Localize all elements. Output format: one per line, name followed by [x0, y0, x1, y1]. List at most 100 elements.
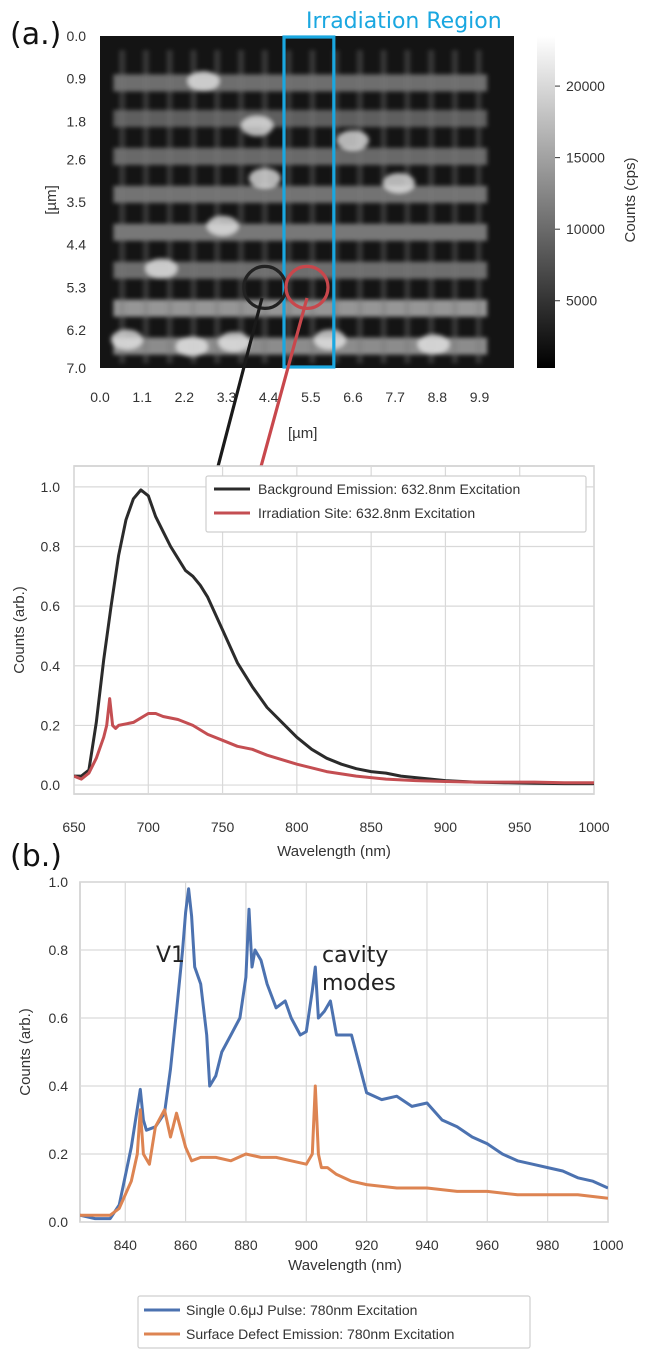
heatmap-row: [113, 261, 488, 279]
heatmap-x-tick: 6.6: [343, 389, 363, 405]
spectrum2-x-tick: 1000: [592, 1237, 623, 1253]
heatmap-y-tick: 4.4: [67, 237, 87, 253]
modes-annotation: modes: [322, 971, 396, 996]
heatmap-column: [166, 50, 173, 364]
legend1-label-irradiation: Irradiation Site: 632.8nm Excitation: [258, 505, 475, 521]
spectrum1-x-tick: 1000: [578, 819, 609, 835]
heatmap-x-ticks: 0.0 1.1 2.2 3.3 4.4 5.5 6.6 7.7 8.8 9.9: [90, 389, 489, 405]
colorbar-tick-label: 10000: [566, 221, 605, 237]
heatmap-y-tick: 1.8: [67, 113, 87, 129]
heatmap-x-tick: 1.1: [132, 389, 152, 405]
heatmap-column: [428, 50, 435, 364]
heatmap-x-tick: 3.3: [217, 389, 237, 405]
legend2-label-defect: Surface Defect Emission: 780nm Excitatio…: [186, 1326, 454, 1342]
heatmap-column: [119, 50, 126, 364]
spectrum2-y-tick: 0.8: [49, 942, 69, 958]
heatmap-row: [113, 110, 488, 127]
spectrum1-y-tick: 0.0: [41, 777, 61, 793]
spectrum2-x-tick: 880: [234, 1237, 258, 1253]
heatmap-x-label: [µm]: [288, 425, 317, 442]
heatmap-bright-spot: [337, 130, 369, 151]
spectrum1-x-tick: 900: [434, 819, 458, 835]
spectrum2-x-tick: 840: [114, 1237, 138, 1253]
heatmap-column: [356, 50, 363, 364]
colorbar-tick-label: 5000: [566, 293, 597, 309]
colorbar-ticks: 20000 15000 10000 5000: [555, 78, 605, 309]
heatmap-bright-spot: [314, 329, 346, 350]
heatmap-column: [333, 50, 340, 364]
heatmap-column: [190, 50, 197, 364]
colorbar-tick-label: 20000: [566, 78, 605, 94]
heatmap-column: [214, 50, 221, 364]
heatmap-y-tick: 6.2: [67, 322, 87, 338]
heatmap-bright-spot: [145, 258, 178, 279]
spectrum1-series-2: [74, 697, 594, 785]
spectrum2-y-tick: 0.6: [49, 1010, 69, 1026]
spectrum1-x-tick: 850: [359, 819, 383, 835]
colorbar-tick-label: 15000: [566, 150, 605, 166]
heatmap-column: [142, 50, 149, 364]
heatmap-bright-spot: [248, 168, 281, 189]
cavity-annotation: cavity: [322, 943, 388, 968]
spectrum2-legend: Single 0.6μJ Pulse: 780nm Excitation Sur…: [137, 1295, 531, 1349]
heatmap-y-ticks: 0.0 0.9 1.8 2.6 3.5 4.4 5.3 6.2 7.0: [67, 28, 87, 376]
heatmap-y-tick: 2.6: [67, 151, 87, 167]
spectrum2-y-tick: 0.0: [49, 1214, 69, 1230]
heatmap-column: [261, 50, 268, 364]
panel-a-label: (a.): [10, 17, 61, 52]
spectrum1-y-tick: 1.0: [41, 479, 61, 495]
heatmap-column: [309, 50, 316, 364]
heatmap-x-tick: 4.4: [259, 389, 279, 405]
heatmap-column: [404, 50, 411, 364]
heatmap-bright-spot: [417, 334, 450, 355]
spectrum2-x-tick: 940: [415, 1237, 439, 1253]
spectrum2-y-label: Counts (arb.): [17, 1008, 34, 1096]
colorbar: [537, 36, 555, 368]
spectrum2-plot-area: [79, 881, 609, 1223]
v1-annotation: V1: [156, 943, 185, 968]
panel-b-label: (b.): [10, 839, 62, 874]
spectrum2-x-tick: 920: [355, 1237, 379, 1253]
heatmap-x-tick: 0.0: [90, 389, 110, 405]
spectrum2-x-label: Wavelength (nm): [288, 1257, 402, 1274]
spectrum1-x-tick: 750: [211, 819, 235, 835]
region-label: Irradiation Region: [306, 9, 502, 34]
heatmap-bright-spot: [241, 116, 274, 137]
spectrum1-y-label: Counts (arb.): [11, 586, 28, 674]
heatmap-y-tick: 3.5: [67, 194, 87, 210]
spectrum1-y-tick: 0.6: [41, 598, 61, 614]
heatmap-bright-spot: [110, 329, 143, 350]
spectrum-780nm-chart: 840 860 880 900 920 940 960 980 1000 0.0 0.2 0.4 0.6…: [49, 874, 624, 1253]
heatmap-row: [113, 223, 488, 241]
spectrum1-series-1: [74, 488, 594, 786]
spectrum1-x-tick: 700: [137, 819, 161, 835]
irradiation-site-circle: [284, 264, 330, 310]
spectrum1-x-tick: 950: [508, 819, 532, 835]
spectrum1-y-tick: 0.4: [41, 658, 61, 674]
heatmap-y-tick: 0.9: [67, 71, 87, 87]
heatmap-bright-spot: [218, 331, 251, 352]
heatmap-bright-spot: [187, 71, 220, 92]
heatmap-column: [380, 50, 387, 364]
legend1-label-background: Background Emission: 632.8nm Excitation: [258, 481, 520, 497]
heatmap-bright-spot: [206, 215, 239, 236]
heatmap-y-tick: 0.0: [67, 28, 87, 44]
irradiation-region-box: [282, 35, 336, 369]
heatmap-x-tick: 2.2: [175, 389, 195, 405]
spectrum1-x-tick: 650: [62, 819, 86, 835]
spectrum1-y-tick: 0.2: [41, 717, 61, 733]
spectrum2-x-tick: 860: [174, 1237, 198, 1253]
heatmap: [100, 36, 514, 368]
spectrum1-y-tick: 0.8: [41, 539, 61, 555]
heatmap-bright-spot: [383, 173, 415, 194]
heatmap-column: [238, 50, 244, 364]
spectrum2-y-tick: 1.0: [49, 874, 69, 890]
spectrum1-legend: Background Emission: 632.8nm Excitation …: [205, 475, 587, 533]
heatmap-x-tick: 9.9: [470, 389, 490, 405]
heatmap-bright-spot: [176, 336, 208, 357]
legend2-label-pulse: Single 0.6μJ Pulse: 780nm Excitation: [186, 1302, 417, 1318]
heatmap-row: [113, 147, 488, 165]
heatmap-column: [451, 50, 458, 364]
heatmap-y-label: [µm]: [43, 185, 60, 214]
